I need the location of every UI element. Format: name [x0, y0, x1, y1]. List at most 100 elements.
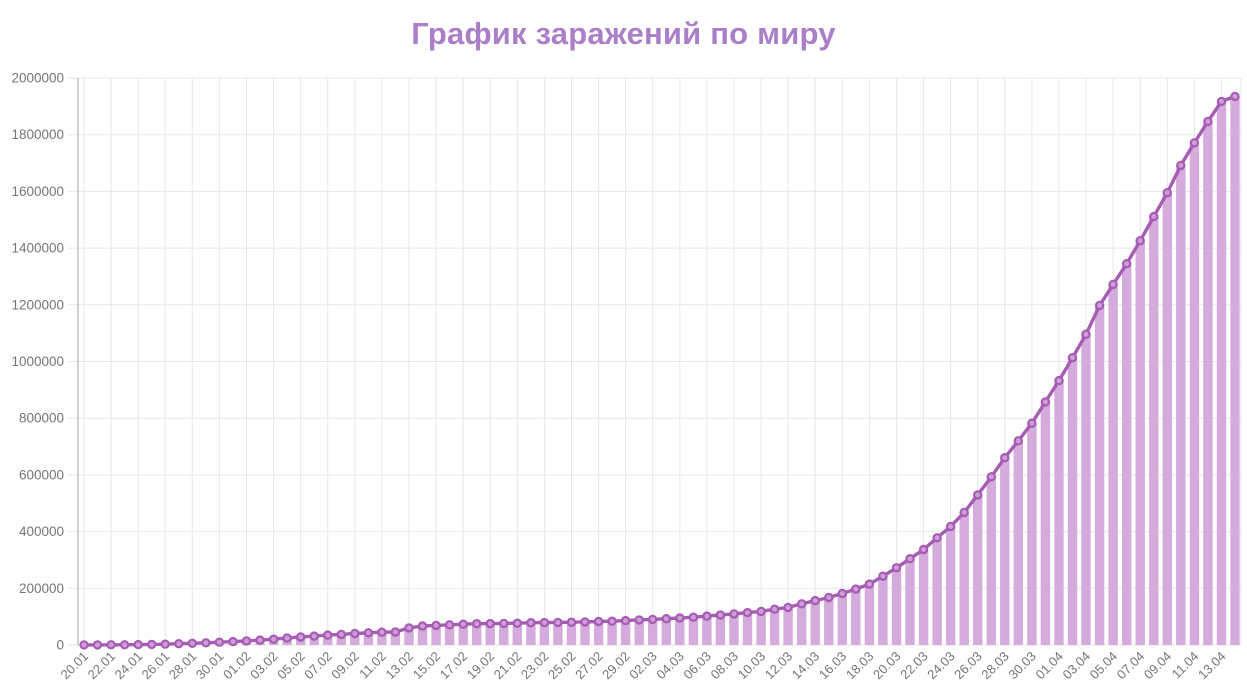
x-tick-label: 17.02: [437, 649, 471, 683]
x-tick-label: 22.01: [85, 649, 119, 683]
bar: [986, 476, 996, 645]
x-tick-label: 07.04: [1114, 649, 1148, 683]
bar: [756, 611, 766, 645]
data-point-marker: [174, 639, 184, 649]
data-point-marker: [336, 629, 346, 640]
bar: [1149, 216, 1159, 645]
data-point-marker: [1121, 259, 1132, 269]
bar: [742, 612, 753, 645]
bar: [526, 622, 536, 645]
data-point-marker: [133, 639, 143, 650]
y-tick-label: 0: [56, 638, 64, 653]
bar: [797, 603, 807, 645]
y-tick-label: 1200000: [11, 297, 64, 312]
data-point-marker: [1094, 300, 1105, 311]
data-point-marker: [1040, 397, 1051, 407]
data-point-marker: [918, 544, 929, 555]
data-point-marker: [1067, 353, 1078, 363]
data-point-marker: [769, 604, 780, 614]
x-tick-label: 30.01: [193, 649, 227, 683]
data-point-marker: [92, 640, 103, 650]
x-tick-label: 11.02: [356, 649, 389, 682]
y-tick-label: 2000000: [11, 71, 64, 86]
data-point-marker: [837, 588, 848, 599]
x-tick-label: 05.04: [1087, 649, 1121, 683]
data-point-marker: [526, 618, 536, 628]
x-tick-label: 02.03: [626, 649, 660, 683]
x-tick-label: 14.03: [789, 649, 823, 683]
data-point-marker: [756, 606, 766, 617]
x-tick-label: 04.03: [653, 649, 687, 683]
data-point-marker: [932, 533, 942, 543]
data-point-marker: [444, 620, 455, 630]
y-tick-label: 200000: [19, 581, 64, 596]
bar: [1216, 101, 1227, 645]
data-point-marker: [1176, 160, 1186, 171]
bar: [1067, 357, 1078, 645]
bar: [417, 626, 428, 645]
series-markers: [79, 91, 1240, 650]
x-tick-label: 28.01: [166, 649, 200, 683]
bar: [1081, 334, 1091, 645]
bar: [1135, 240, 1145, 645]
bar: [702, 616, 712, 645]
y-tick-label: 600000: [19, 467, 64, 482]
data-point-marker: [323, 630, 333, 640]
bar: [1040, 401, 1051, 645]
bar: [783, 607, 793, 645]
bar: [688, 617, 699, 645]
x-tick-label: 22.03: [897, 649, 931, 683]
x-tick-label: 21.02: [491, 649, 525, 683]
bar: [1122, 263, 1132, 645]
bar: [1230, 96, 1240, 645]
data-point-marker: [539, 617, 550, 628]
bar: [837, 593, 847, 645]
data-point-marker: [688, 612, 699, 622]
data-point-marker: [404, 623, 414, 633]
data-point-marker: [702, 611, 712, 621]
bar: [648, 619, 658, 645]
bar: [824, 597, 834, 645]
value-bars: [119, 96, 1240, 646]
bar: [675, 618, 685, 645]
bar: [973, 494, 983, 645]
bar: [458, 624, 468, 645]
data-point-marker: [363, 628, 374, 638]
data-point-marker: [648, 614, 658, 625]
data-point-marker: [1189, 138, 1200, 148]
data-point-marker: [742, 607, 753, 618]
bar: [593, 621, 604, 645]
data-point-marker: [1027, 418, 1037, 428]
data-point-marker: [1230, 91, 1240, 102]
x-tick-label: 01.02: [220, 649, 254, 683]
bar: [864, 584, 875, 645]
data-point-marker: [824, 592, 834, 603]
x-tick-label: 03.04: [1060, 649, 1094, 683]
x-tick-label: 18.03: [843, 649, 877, 683]
data-point-marker: [959, 507, 969, 518]
x-tick-label: 20.01: [58, 649, 92, 683]
data-point-marker: [214, 637, 225, 647]
data-point-marker: [512, 618, 523, 628]
data-point-marker: [810, 595, 820, 606]
bar: [499, 623, 509, 645]
data-point-marker: [472, 619, 482, 629]
bar: [377, 632, 387, 645]
bar: [1013, 440, 1023, 645]
bar: [932, 537, 942, 645]
bar: [390, 632, 401, 645]
bar: [444, 624, 455, 645]
bar: [891, 567, 902, 645]
x-tick-label: 05.02: [274, 649, 308, 683]
bar: [350, 633, 360, 645]
bar: [472, 623, 482, 645]
x-tick-label: 28.03: [978, 649, 1012, 683]
data-point-marker: [851, 584, 861, 594]
data-point-marker: [1135, 235, 1145, 246]
data-point-marker: [620, 615, 631, 626]
data-point-marker: [878, 571, 888, 581]
bar: [485, 623, 495, 645]
x-tick-label: 10.03: [735, 649, 769, 683]
